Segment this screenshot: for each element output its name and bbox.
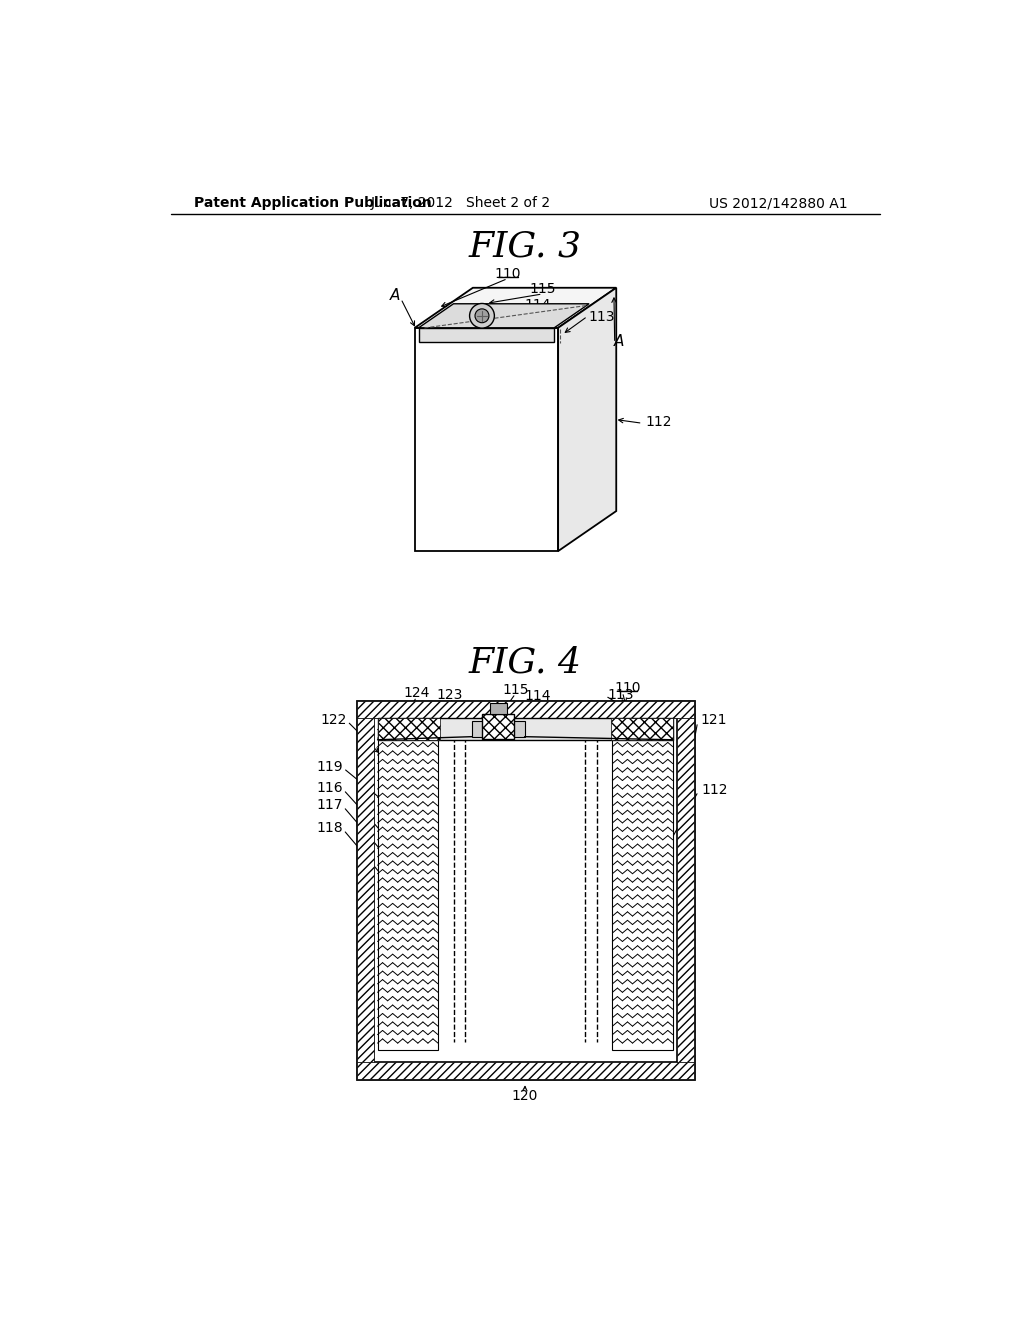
Text: 116: 116 xyxy=(316,781,343,795)
Polygon shape xyxy=(419,304,589,327)
Text: Jun. 7, 2012   Sheet 2 of 2: Jun. 7, 2012 Sheet 2 of 2 xyxy=(371,197,551,210)
Bar xyxy=(356,1061,693,1078)
Bar xyxy=(356,701,693,718)
Text: US 2012/142880 A1: US 2012/142880 A1 xyxy=(710,197,848,210)
Circle shape xyxy=(475,309,488,322)
Text: A: A xyxy=(390,288,400,304)
Text: 115: 115 xyxy=(502,682,528,697)
Text: 122: 122 xyxy=(321,714,346,727)
Text: 124: 124 xyxy=(403,686,430,700)
Bar xyxy=(374,718,677,1061)
Polygon shape xyxy=(558,288,616,552)
Circle shape xyxy=(470,304,495,329)
Bar xyxy=(677,718,693,1061)
Text: 119: 119 xyxy=(316,760,343,774)
Bar xyxy=(472,721,524,737)
Text: 123: 123 xyxy=(436,688,463,702)
Text: 110: 110 xyxy=(495,267,521,281)
Text: 114: 114 xyxy=(524,689,551,702)
Text: 121: 121 xyxy=(700,714,726,727)
Text: 120: 120 xyxy=(512,1089,538,1104)
Text: 112: 112 xyxy=(646,414,672,429)
Text: FIG. 4: FIG. 4 xyxy=(468,645,582,680)
Bar xyxy=(356,718,374,1061)
Text: 113: 113 xyxy=(589,310,614,323)
Text: 112: 112 xyxy=(701,783,728,797)
Polygon shape xyxy=(415,288,616,327)
Bar xyxy=(378,718,673,739)
Text: 113: 113 xyxy=(607,688,634,702)
Text: 114: 114 xyxy=(524,298,551,312)
Polygon shape xyxy=(415,327,558,552)
Text: 115: 115 xyxy=(529,282,556,296)
Bar xyxy=(611,718,673,739)
Polygon shape xyxy=(419,327,554,342)
Bar xyxy=(378,730,438,1051)
Bar xyxy=(612,730,673,1051)
Bar xyxy=(356,701,693,1078)
Text: Patent Application Publication: Patent Application Publication xyxy=(194,197,432,210)
Bar xyxy=(482,714,514,739)
Text: 117: 117 xyxy=(316,799,343,812)
Text: A: A xyxy=(614,334,625,350)
Text: 110: 110 xyxy=(614,681,641,696)
Text: 118: 118 xyxy=(316,821,343,836)
Text: FIG. 3: FIG. 3 xyxy=(468,230,582,264)
Bar xyxy=(378,718,439,739)
Bar xyxy=(489,704,507,714)
